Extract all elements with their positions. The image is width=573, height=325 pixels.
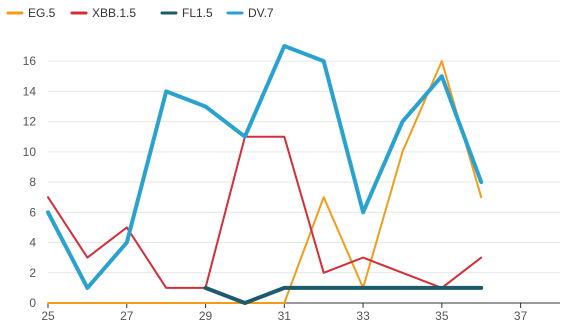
- series-line-fl1-5: [203, 285, 484, 305]
- x-tick-label: 27: [120, 309, 134, 323]
- x-tick-label: 31: [278, 309, 292, 323]
- legend-label-dv-7: DV.7: [248, 6, 274, 20]
- x-tick-label: 33: [356, 309, 370, 323]
- x-tick-label: 35: [435, 309, 449, 323]
- y-tick-label: 14: [23, 84, 37, 98]
- legend: EG.5 XBB.1.5 FL1.5 DV.7: [6, 6, 274, 20]
- y-tick-label: 6: [29, 205, 36, 219]
- legend-label-fl1-5: FL1.5: [182, 6, 213, 20]
- y-tick-label: 2: [29, 266, 36, 280]
- series-line-eg-5: [47, 60, 483, 304]
- x-tick-label: 29: [199, 309, 213, 323]
- grid-layer: [48, 60, 560, 274]
- y-tick-label: 16: [23, 54, 37, 68]
- legend-label-xbb-1-5: XBB.1.5: [92, 6, 136, 20]
- x-tick-label: 25: [41, 309, 55, 323]
- x-tick-label: 37: [514, 309, 528, 323]
- legend-label-eg-5: EG.5: [28, 6, 56, 20]
- y-tick-label: 4: [29, 236, 36, 250]
- y-tick-label: 0: [29, 296, 36, 310]
- series-line-xbb-1-5: [47, 135, 483, 289]
- series-layer: [46, 44, 484, 305]
- series-line-dv-7: [46, 44, 484, 290]
- y-tick-label: 8: [29, 175, 36, 189]
- y-tick-label: 12: [23, 115, 37, 129]
- y-tick-label: 10: [23, 145, 37, 159]
